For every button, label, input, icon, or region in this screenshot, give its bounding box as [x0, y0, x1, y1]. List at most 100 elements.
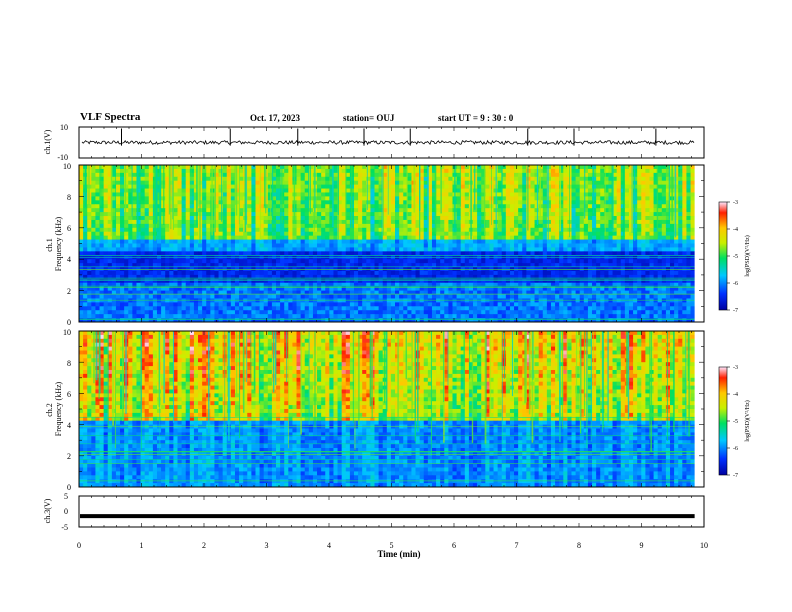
spectrogram-cell: [358, 212, 363, 217]
spectrogram-cell: [686, 259, 691, 264]
spectrogram-cell: [378, 278, 384, 284]
spectrogram-cell: [661, 239, 667, 244]
spectrogram-cell: [464, 172, 470, 178]
spectrogram-cell: [477, 172, 482, 178]
spectrogram-cell: [206, 243, 211, 248]
spectrogram-cell: [460, 274, 466, 280]
spectrogram-cell: [144, 172, 150, 178]
spectrogram-cell: [189, 231, 195, 237]
spectrogram-cell: [284, 247, 289, 252]
spectrogram-cell: [592, 251, 597, 256]
spectrogram-cell: [206, 239, 211, 244]
spectrogram-cell: [477, 168, 482, 174]
spectrogram-cell: [448, 247, 453, 252]
spectrogram-cell: [152, 263, 158, 268]
spectrogram-cell: [444, 223, 449, 229]
spectrogram-cell: [144, 216, 150, 221]
spectrogram-cell: [518, 263, 523, 268]
spectrogram-cell: [563, 219, 568, 225]
spectrogram-cell: [399, 286, 404, 292]
spectrogram-cell: [395, 227, 400, 233]
spectrogram-cell: [473, 227, 478, 233]
spectrogram-cell: [140, 184, 146, 189]
spectrogram-cell: [415, 251, 421, 256]
spectrogram-cell: [436, 223, 441, 229]
spectrogram-cell: [530, 243, 535, 248]
spectrogram-cell: [234, 247, 240, 252]
spectrogram-cell: [382, 165, 388, 170]
spectrogram-cell: [317, 251, 322, 256]
spectrogram-cell: [161, 274, 166, 280]
spectrogram-cell: [477, 223, 482, 229]
spectrogram-cell: [497, 176, 503, 182]
spectrogram-cell: [296, 216, 302, 221]
spectrogram-cell: [460, 267, 466, 272]
spectrogram-cell: [546, 212, 552, 217]
spectrogram-cell: [518, 176, 523, 182]
spectrogram-cell: [128, 235, 133, 240]
spectrogram-cell: [550, 286, 556, 292]
spectrogram-cell: [292, 286, 297, 292]
spectrogram-cell: [349, 259, 355, 264]
spectrogram-cell: [473, 274, 478, 280]
spectrogram-cell: [571, 263, 576, 268]
spectrogram-cell: [132, 165, 137, 170]
spectrogram-cell: [690, 263, 696, 268]
spectrogram-cell: [271, 247, 277, 252]
spectrogram-cell: [304, 204, 310, 209]
spectrogram-cell: [395, 251, 400, 256]
spectrogram-cell: [296, 227, 302, 233]
spectrogram-cell: [386, 263, 392, 268]
spectrogram-cell: [165, 172, 170, 178]
spectrogram-cell: [514, 231, 519, 237]
spectrogram-cell: [79, 251, 84, 256]
spectrogram-cell: [280, 263, 285, 268]
spectrogram-cell: [563, 216, 568, 221]
spectrogram-cell: [563, 212, 568, 217]
spectrogram-cell: [124, 251, 129, 256]
spectrogram-cell: [349, 247, 355, 252]
spectrogram-cell: [317, 184, 322, 189]
spectrogram-cell: [333, 204, 338, 209]
spectrogram-cell: [370, 165, 375, 170]
spectrogram-cell: [239, 168, 244, 174]
spectrogram-cell: [83, 290, 88, 295]
spectrogram-cell: [509, 188, 515, 193]
spectrogram-cell: [682, 180, 687, 186]
spectrogram-cell: [571, 278, 576, 284]
spectrogram-cell: [399, 223, 404, 229]
spectrogram-cell: [600, 184, 605, 189]
spectrogram-cell: [645, 219, 650, 225]
spectrogram-cell: [247, 216, 252, 221]
spectrogram-cell: [156, 247, 162, 252]
spectrogram-cell: [124, 270, 129, 276]
spectrogram-cell: [321, 227, 326, 233]
spectrogram-cell: [546, 231, 552, 237]
spectrogram-cell: [378, 176, 384, 182]
spectrogram-cell: [440, 274, 445, 280]
spectrogram-cell: [501, 231, 507, 237]
spectrogram-cell: [390, 168, 396, 174]
spectrogram-cell: [690, 231, 696, 237]
spectrogram-cell: [546, 180, 552, 186]
spectrogram-cell: [587, 176, 593, 182]
spectrogram-cell: [641, 227, 646, 233]
spectrogram-cell: [452, 278, 457, 284]
spectrogram-cell: [555, 204, 560, 209]
spectrogram-cell: [288, 216, 293, 221]
spectrogram-cell: [79, 267, 84, 272]
spectrogram-cell: [514, 263, 519, 268]
spectrogram-cell: [575, 196, 581, 201]
spectrogram-cell: [407, 212, 412, 217]
spectrogram-cell: [665, 247, 671, 252]
spectrogram-cell: [156, 282, 162, 288]
spectrogram-cell: [79, 231, 84, 237]
spectrogram-cell: [600, 251, 605, 256]
spectrogram-cell: [686, 219, 691, 225]
spectrogram-cell: [276, 165, 281, 170]
spectrogram-cell: [304, 223, 310, 229]
spectrogram-cell: [509, 168, 515, 174]
spectrogram-cell: [230, 180, 236, 186]
spectrogram-cell: [567, 235, 572, 240]
spectrogram-cell: [567, 278, 572, 284]
